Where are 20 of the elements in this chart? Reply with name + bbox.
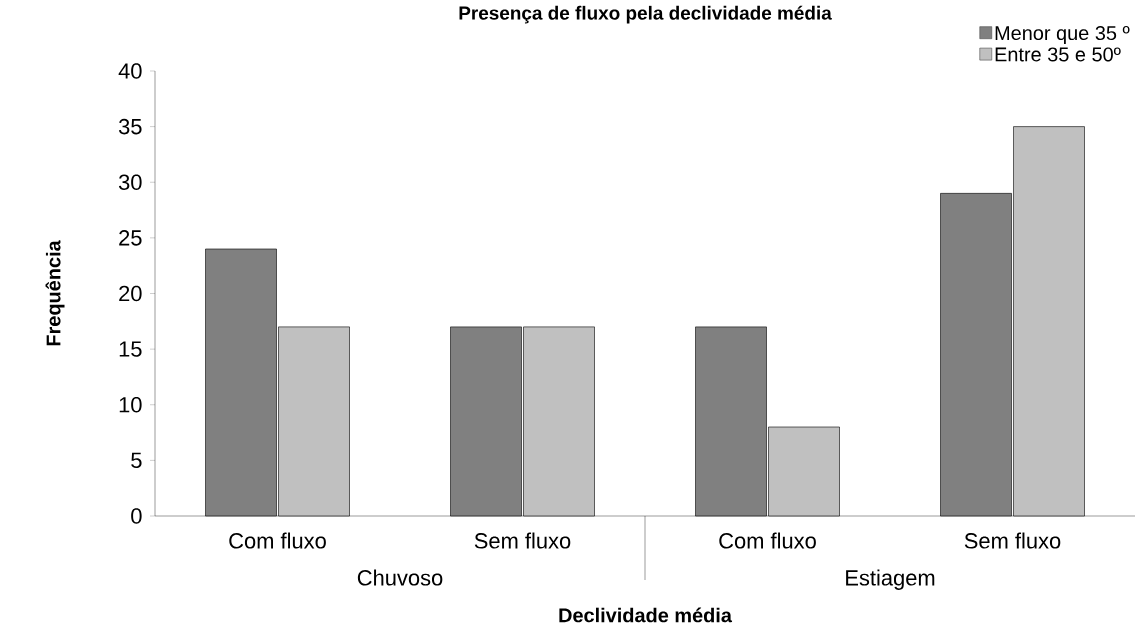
- y-tick-label: 35: [118, 118, 142, 135]
- y-tick-label: 40: [118, 63, 142, 79]
- x-tick-label: Sem fluxo: [474, 532, 571, 549]
- y-tick-label: 25: [119, 230, 142, 246]
- y-tick-label: 5: [131, 452, 142, 469]
- x-axis-title: Declividade média: [559, 607, 733, 623]
- text: Estiagem: [846, 569, 935, 590]
- y-tick-label: 15: [119, 341, 142, 357]
- y-tick-label: 10: [119, 396, 142, 413]
- y-tick-label: 30: [118, 174, 142, 191]
- text: Chuvoso: [357, 569, 443, 586]
- y-tick-label: 20: [119, 285, 142, 302]
- chart-title: Presença de fluxo pela declividade média: [459, 5, 832, 24]
- x-tick-label: Com fluxo: [719, 532, 816, 549]
- x-tick-label: Sem fluxo: [964, 532, 1061, 549]
- x-tick-label: Com fluxo: [229, 532, 326, 549]
- legend-label: Menor que 35 º: [995, 25, 1130, 45]
- y-axis-title: Frequência: [45, 240, 65, 346]
- y-tick-label: 0: [131, 508, 142, 524]
- legend-label: Entre 35 e 50º: [995, 47, 1121, 62]
